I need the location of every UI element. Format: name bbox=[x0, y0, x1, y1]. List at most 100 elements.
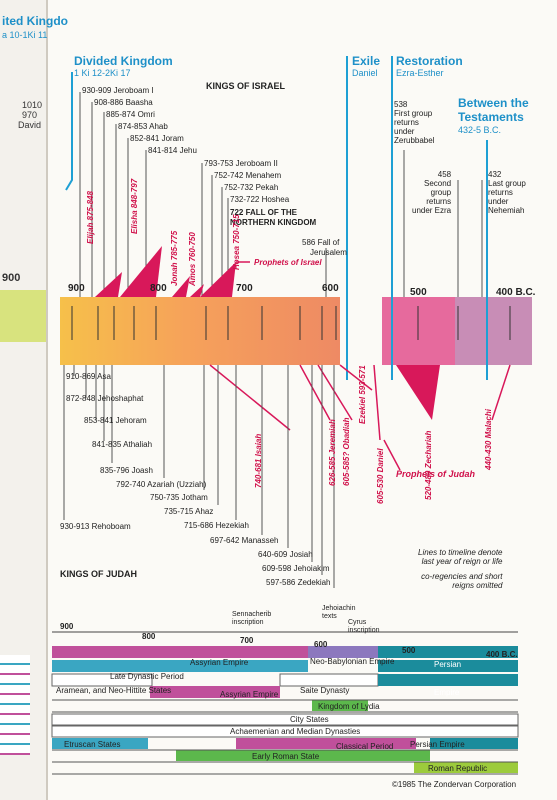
bar-roman-republic: Roman Republic bbox=[428, 764, 488, 773]
prophet-elijah: Elijah 875-848 bbox=[86, 191, 95, 244]
second-return-2: Second bbox=[424, 179, 452, 188]
first-return-3: returns bbox=[394, 118, 419, 127]
sennacherib-2: inscription bbox=[232, 619, 264, 626]
axis-400: 400 B.C. bbox=[496, 287, 536, 298]
prophet-elisha: Elisha 848-797 bbox=[130, 178, 139, 234]
left-title: ited Kingdo bbox=[2, 14, 68, 28]
prophet-ezekiel: Ezekiel 593-571 bbox=[358, 365, 367, 424]
judah-king-5: 835-796 Joash bbox=[100, 466, 153, 475]
bar-lydia: Kingdom of Lydia bbox=[318, 702, 380, 711]
restoration-ref: Ezra-Esther bbox=[396, 68, 444, 78]
bar-assyrian-empire: Assyrian Empire bbox=[190, 658, 249, 667]
bottom-axis-500: 500 bbox=[402, 646, 416, 655]
note-3: co-regencies and short bbox=[421, 572, 503, 581]
bar-etruscan: Etruscan States bbox=[64, 740, 121, 749]
bar-assyrian-2: Assyrian Empire bbox=[220, 690, 279, 699]
first-return-4: under bbox=[394, 127, 415, 136]
judah-king-2: 872-848 Jehoshaphat bbox=[66, 394, 144, 403]
judah-king-8: 735-715 Ahaz bbox=[164, 507, 214, 516]
prophet-daniel: 605-530 Daniel bbox=[376, 448, 385, 504]
fall-north-2: NORTHERN KINGDOM bbox=[230, 218, 317, 227]
note-1: Lines to timeline denote bbox=[418, 548, 503, 557]
prophet-zechariah: 520-480 Zechariah bbox=[424, 430, 433, 500]
between-title-2: Testaments bbox=[458, 110, 524, 124]
bottom-axis-800: 800 bbox=[142, 632, 156, 641]
axis-700: 700 bbox=[236, 283, 253, 294]
bottom-axis-600: 600 bbox=[314, 640, 328, 649]
left-page-edge: ited Kingdo a 10-1Ki 11 1010 970 David 9… bbox=[0, 0, 68, 800]
bar-late-dynastic: Late Dynastic Period bbox=[110, 672, 184, 681]
last-return-note: 432 Last group returns under Nehemiah bbox=[488, 170, 526, 215]
israel-king-7: 793-753 Jeroboam II bbox=[204, 159, 278, 168]
left-bottom-bars bbox=[0, 655, 30, 755]
axis-500: 500 bbox=[410, 287, 427, 298]
cyrus-2: inscription bbox=[348, 627, 380, 634]
bar-aramean: Aramean, and Neo-Hittite States bbox=[56, 686, 172, 695]
judah-king-9: 715-686 Hezekiah bbox=[184, 521, 249, 530]
jehoiachin-1: Jehoiachin bbox=[322, 605, 356, 612]
bar-saite: Saite Dynasty bbox=[300, 686, 350, 695]
axis-800: 800 bbox=[150, 283, 167, 294]
fall-jerusalem-2: Jerusalem bbox=[310, 248, 347, 257]
israel-king-2: 908-886 Baasha bbox=[94, 98, 153, 107]
bar-persian: Persian bbox=[434, 660, 462, 669]
first-return-2: First group bbox=[394, 109, 433, 118]
judah-king-4: 841-835 Athaliah bbox=[92, 440, 153, 449]
judah-king-14: 930-913 Rehoboam bbox=[60, 522, 131, 531]
jehoiachin-2: texts bbox=[322, 613, 337, 620]
prophets-judah-label: Prophets of Judah bbox=[396, 469, 476, 479]
bottom-axis-700: 700 bbox=[240, 636, 254, 645]
divided-kingdom-title: Divided Kingdom bbox=[74, 54, 173, 68]
prophet-amos: Amos 760-750 bbox=[188, 232, 197, 286]
second-return-5: under Ezra bbox=[412, 206, 452, 215]
judah-king-asa-1: 910-869 Asa bbox=[66, 372, 111, 381]
axis-600: 600 bbox=[322, 283, 339, 294]
israel-king-8: 752-742 Menahem bbox=[214, 171, 282, 180]
judah-king-13: 597-586 Zedekiah bbox=[266, 578, 331, 587]
note-2: last year of reign or life bbox=[421, 557, 503, 566]
divided-kingdom-band bbox=[60, 297, 340, 365]
israel-king-6: 841-814 Jehu bbox=[148, 146, 197, 155]
fall-jerusalem-1: 586 Fall of bbox=[302, 238, 340, 247]
second-return-3: group bbox=[430, 188, 452, 197]
prophet-jonah: Jonah 785-775 bbox=[170, 230, 179, 286]
judah-king-6: 792-740 Azariah (Uzziah) bbox=[116, 480, 207, 489]
axis-900: 900 bbox=[68, 283, 85, 294]
second-return-note: 458 Second group returns under Ezra bbox=[412, 170, 451, 215]
kings-israel-title: KINGS OF ISRAEL bbox=[206, 81, 286, 91]
restoration-title: Restoration bbox=[396, 54, 463, 68]
left-ref: a 10-1Ki 11 bbox=[2, 30, 48, 40]
bottom-axis-900: 900 bbox=[60, 622, 74, 631]
israel-king-10: 732-722 Hoshea bbox=[230, 195, 290, 204]
timeline-note: Lines to timeline denote last year of re… bbox=[418, 548, 503, 590]
prophet-jeremiah: 626-585 Jeremiah bbox=[328, 419, 337, 486]
israel-king-9: 752-732 Pekah bbox=[224, 183, 279, 192]
prophet-malachi: 440-430 Malachi bbox=[484, 409, 493, 470]
prophet-obadiah: 605-585? Obadiah bbox=[342, 417, 351, 486]
kings-judah-title: KINGS OF JUDAH bbox=[60, 569, 138, 579]
left-bar bbox=[0, 290, 46, 342]
note-4: reigns omitted bbox=[452, 581, 503, 590]
prophet-isaiah: 740-681 Isaiah bbox=[254, 433, 263, 488]
first-return-note: 538 First group returns under Zerubbabel bbox=[394, 100, 434, 145]
israel-king-4: 874-853 Ahab bbox=[118, 122, 168, 131]
between-band bbox=[455, 297, 532, 365]
judah-king-10: 697-642 Manasseh bbox=[210, 536, 279, 545]
second-return-1: 458 bbox=[437, 170, 452, 179]
judah-king-3: 853-841 Jehoram bbox=[84, 416, 147, 425]
prophet-hosea: Hosea 750-715 bbox=[232, 214, 241, 270]
bar-early-roman: Early Roman State bbox=[252, 752, 320, 761]
last-return-2: Last group bbox=[488, 179, 526, 188]
left-axis-label: 900 bbox=[2, 272, 21, 284]
exile-title: Exile bbox=[352, 54, 381, 68]
bar-achaemenian: Achaemenian and Median Dynasties bbox=[230, 727, 361, 736]
last-return-4: under bbox=[488, 197, 509, 206]
fall-north-1: 722 FALL OF THE bbox=[230, 208, 297, 217]
judah-king-12: 609-598 Jehoiakim bbox=[262, 564, 330, 573]
judah-king-7: 750-735 Jotham bbox=[150, 493, 208, 502]
bar-city-states: City States bbox=[290, 715, 329, 724]
bar-classical: Classical Period bbox=[336, 742, 394, 751]
second-return-4: returns bbox=[426, 197, 452, 206]
